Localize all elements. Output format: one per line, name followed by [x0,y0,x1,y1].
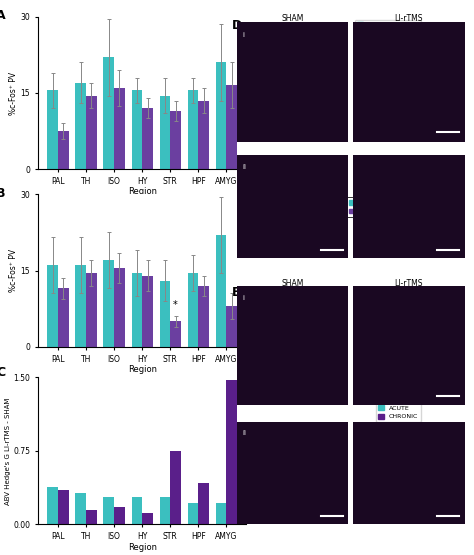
Bar [216,503,227,524]
Text: D: D [232,19,243,32]
Text: B: B [0,186,6,200]
Bar [142,276,153,347]
Text: A: A [0,9,6,22]
Y-axis label: %c-Fos⁺ PV: %c-Fos⁺ PV [9,72,18,114]
Bar [198,483,209,524]
Bar [86,95,97,169]
Bar [75,265,86,347]
Y-axis label: ABV Hedge's G LI-rTMS - SHAM: ABV Hedge's G LI-rTMS - SHAM [5,397,10,504]
Bar [216,62,227,169]
Legend: SHAM - CHRONIC, LI-rTMS - CHRONIC: SHAM - CHRONIC, LI-rTMS - CHRONIC [346,198,420,216]
Text: i: i [243,32,245,38]
Bar [103,260,114,347]
Bar [114,268,125,347]
Bar [58,490,69,524]
Bar [86,509,97,524]
Bar [114,88,125,169]
Bar [103,497,114,524]
Bar [75,493,86,524]
Text: SHAM: SHAM [282,279,304,288]
X-axis label: Region: Region [128,542,157,552]
Text: i: i [243,295,245,301]
Bar [86,273,97,347]
Bar [216,235,227,347]
Text: LI-rTMS: LI-rTMS [394,279,423,288]
Bar [227,380,237,524]
Text: SHAM: SHAM [282,14,304,23]
Bar [198,286,209,347]
Text: ii: ii [243,430,246,436]
Bar [198,100,209,169]
Bar [47,90,58,169]
Bar [160,497,170,524]
Bar [170,321,181,347]
Bar [114,507,125,524]
Text: ii: ii [243,164,246,170]
Y-axis label: %c-Fos⁺ PV: %c-Fos⁺ PV [9,249,18,292]
Bar [160,95,170,169]
Bar [47,265,58,347]
Bar [47,487,58,524]
Bar [188,273,198,347]
Text: LI-rTMS: LI-rTMS [394,14,423,23]
Bar [188,90,198,169]
Legend: ACUTE, CHRONIC: ACUTE, CHRONIC [375,402,420,422]
Bar [142,108,153,169]
Text: *: * [173,300,178,310]
Bar [58,289,69,347]
Bar [227,85,237,169]
Bar [160,281,170,347]
Bar [170,451,181,524]
Bar [132,90,142,169]
Bar [103,57,114,169]
Bar [142,513,153,524]
Bar [58,131,69,169]
Legend: SHAM - ACUTE, LI-rTMS - ACUTE: SHAM - ACUTE, LI-rTMS - ACUTE [355,20,420,39]
Bar [227,306,237,347]
Bar [132,273,142,347]
X-axis label: Region: Region [128,187,157,196]
Bar [132,497,142,524]
Bar [170,111,181,169]
Bar [75,83,86,169]
X-axis label: Region: Region [128,365,157,374]
Text: E: E [232,286,241,299]
Bar [188,503,198,524]
Text: C: C [0,366,5,379]
